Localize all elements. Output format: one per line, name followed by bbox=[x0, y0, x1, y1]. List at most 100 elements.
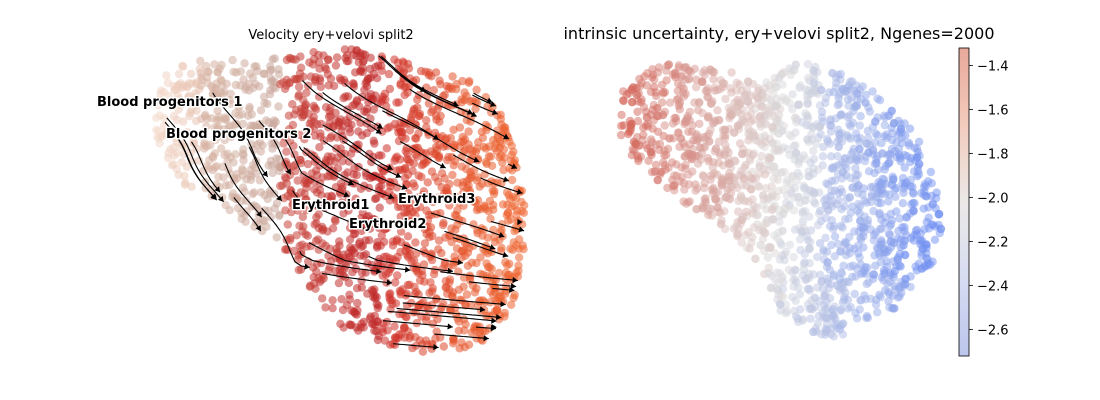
scatter-point bbox=[452, 244, 462, 253]
streamline bbox=[292, 190, 370, 232]
scatter-point bbox=[692, 205, 701, 214]
scatter-point bbox=[361, 79, 370, 88]
scatter-point bbox=[718, 175, 727, 184]
scatter-point bbox=[213, 106, 222, 116]
scatter-point bbox=[202, 122, 211, 131]
scatter-point bbox=[908, 188, 918, 197]
scatter-point bbox=[915, 159, 924, 169]
scatter-point bbox=[789, 252, 798, 262]
scatter-point bbox=[838, 168, 847, 177]
scatter-point bbox=[166, 145, 175, 154]
scatter-point bbox=[724, 154, 733, 164]
scatter-point bbox=[418, 271, 427, 280]
scatter-point bbox=[733, 121, 742, 131]
scatter-point bbox=[632, 90, 641, 99]
colorbar-tick-label: −1.6 bbox=[977, 104, 1009, 119]
scatter-point bbox=[393, 271, 402, 280]
scatter-point bbox=[269, 119, 279, 128]
scatter-point bbox=[390, 322, 399, 331]
scatter-point bbox=[840, 154, 850, 163]
scatter-point bbox=[386, 181, 395, 191]
scatter-point bbox=[281, 206, 290, 215]
scatter-point bbox=[315, 143, 324, 152]
scatter-point bbox=[860, 223, 869, 232]
scatter-point bbox=[902, 213, 911, 222]
scatter-point bbox=[515, 235, 524, 244]
scatter-point bbox=[858, 82, 867, 91]
streamline bbox=[430, 212, 505, 238]
scatter-point bbox=[873, 94, 882, 103]
scatter-point bbox=[345, 295, 354, 304]
scatter-point bbox=[439, 218, 448, 227]
scatter-point bbox=[187, 182, 196, 191]
scatter-point bbox=[279, 139, 288, 148]
scatter-point bbox=[381, 270, 391, 279]
scatter-point bbox=[292, 105, 301, 115]
scatter-point bbox=[759, 191, 768, 200]
scatter-point bbox=[247, 202, 256, 211]
scatter-point bbox=[172, 115, 182, 125]
scatter-point bbox=[852, 81, 861, 90]
scatter-point bbox=[174, 69, 184, 79]
scatter-point bbox=[822, 179, 831, 188]
scatter-point bbox=[411, 134, 420, 143]
scatter-point bbox=[900, 181, 909, 190]
scatter-point bbox=[827, 152, 836, 161]
scatter-point bbox=[300, 106, 309, 115]
scatter-point bbox=[352, 170, 361, 180]
scatter-point bbox=[762, 93, 771, 102]
scatter-point bbox=[908, 198, 918, 208]
scatter-point bbox=[680, 185, 689, 194]
scatter-point bbox=[472, 85, 481, 95]
scatter-point bbox=[844, 101, 853, 111]
scatter-point bbox=[758, 200, 767, 210]
scatter-point bbox=[358, 63, 367, 73]
scatter-point bbox=[417, 161, 427, 170]
scatter-point bbox=[507, 202, 516, 211]
scatter-point bbox=[811, 199, 820, 208]
scatter-point bbox=[226, 121, 235, 130]
scatter-point bbox=[174, 105, 183, 114]
scatter-point bbox=[270, 189, 279, 198]
streamline bbox=[393, 343, 439, 349]
scatter-point bbox=[778, 80, 787, 89]
scatter-point bbox=[314, 92, 324, 102]
scatter-point bbox=[837, 187, 847, 197]
scatter-point bbox=[347, 320, 356, 330]
scatter-point bbox=[736, 109, 746, 119]
scatter-point bbox=[804, 114, 813, 123]
scatter-point bbox=[339, 250, 348, 259]
scatter-point bbox=[709, 119, 718, 128]
scatter-point bbox=[295, 221, 304, 230]
cluster-label: Blood progenitors 1 bbox=[97, 95, 242, 110]
scatter-point bbox=[437, 302, 447, 312]
scatter-point bbox=[720, 125, 729, 135]
scatter-point bbox=[731, 222, 741, 232]
scatter-point bbox=[503, 209, 513, 218]
scatter-point bbox=[886, 220, 896, 229]
scatter-point bbox=[255, 176, 264, 185]
scatter-point bbox=[709, 75, 718, 84]
scatter-point bbox=[449, 336, 458, 345]
scatter-point bbox=[400, 164, 410, 174]
scatter-point bbox=[315, 64, 324, 73]
scatter-point bbox=[284, 111, 294, 120]
scatter-point bbox=[726, 163, 736, 172]
scatter-point bbox=[724, 176, 734, 185]
scatter-point bbox=[704, 157, 713, 166]
scatter-point bbox=[429, 85, 438, 95]
scatter-point bbox=[226, 153, 235, 162]
scatter-point bbox=[846, 208, 855, 217]
streamline-arrowhead bbox=[262, 170, 268, 177]
scatter-point bbox=[830, 232, 840, 241]
scatter-point bbox=[856, 296, 865, 305]
scatter-point bbox=[751, 254, 760, 263]
scatter-point bbox=[248, 189, 257, 199]
scatter-point bbox=[764, 269, 773, 278]
scatter-point bbox=[695, 119, 704, 128]
scatter-point bbox=[825, 279, 835, 289]
scatter-point bbox=[478, 231, 487, 240]
scatter-point bbox=[331, 108, 340, 118]
scatter-point bbox=[895, 214, 904, 223]
scatter-point bbox=[405, 216, 414, 226]
